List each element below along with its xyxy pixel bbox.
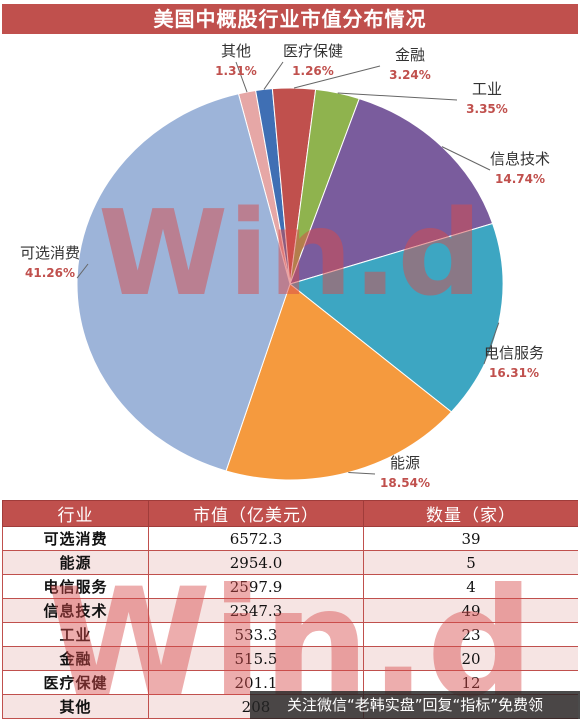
cell-count: 4 (363, 574, 578, 599)
table-row: 电信服务 2597.9 4 (2, 574, 578, 599)
leader-line-2 (293, 65, 381, 89)
chart-title: 美国中概股行业市值分布情况 (2, 4, 578, 34)
pie-slices (76, 87, 504, 481)
slice-label-name: 医疗保健 (283, 42, 343, 60)
table-row: 工业 533.3 23 (2, 622, 578, 647)
cell-industry: 能源 (2, 550, 149, 575)
leader-line-1 (263, 61, 284, 90)
cell-count: 39 (363, 526, 578, 551)
slice-label-name: 能源 (390, 454, 420, 472)
header-count: 数量（家） (363, 500, 578, 527)
cell-market-cap: 2347.3 (148, 598, 364, 623)
pie-slice-6 (225, 283, 453, 481)
cell-count: 23 (363, 622, 578, 647)
slice-label-percent: 14.74% (495, 172, 545, 186)
chart-watermark: Win.d (98, 184, 482, 322)
cell-industry: 其他 (2, 694, 149, 719)
leader-line-0 (235, 61, 248, 93)
slice-label-percent: 41.26% (25, 266, 75, 280)
slice-label-name: 电信服务 (484, 344, 544, 362)
header-industry: 行业 (2, 500, 149, 527)
pie-chart: Win.d 其他 1.31% 医疗保健 1.26% 金融 3.24% 工业 3.35% 信息技术… (20, 42, 550, 490)
cell-industry: 医疗保健 (2, 670, 149, 695)
leader-line-7 (76, 263, 89, 279)
cell-count: 5 (363, 550, 578, 575)
cell-count: 49 (363, 598, 578, 623)
slice-label-percent: 3.35% (466, 102, 508, 116)
header-market-cap: 市值（亿美元） (148, 500, 364, 527)
slice-label-percent: 3.24% (389, 68, 431, 82)
slice-labels: 其他 1.31% 医疗保健 1.26% 金融 3.24% 工业 3.35% 信息技术 14.74%… (20, 42, 550, 490)
cell-market-cap: 2597.9 (148, 574, 364, 599)
table-row: 金融 515.5 20 (2, 646, 578, 671)
slice-label-percent: 18.54% (380, 476, 430, 490)
table-row: 信息技术 2347.3 49 (2, 598, 578, 623)
slice-label-name: 其他 (221, 42, 251, 60)
leader-lines (76, 61, 500, 475)
leader-line-6 (348, 472, 376, 475)
cell-market-cap: 6572.3 (148, 526, 364, 551)
slice-label-name: 可选消费 (20, 244, 80, 262)
table-header-row: 行业 市值（亿美元） 数量（家） (2, 500, 578, 527)
cell-market-cap: 515.5 (148, 646, 364, 671)
cell-industry: 工业 (2, 622, 149, 647)
cell-industry: 可选消费 (2, 526, 149, 551)
cell-count: 12 (363, 670, 578, 695)
slice-label-name: 金融 (395, 46, 425, 64)
slice-label-name: 信息技术 (490, 150, 550, 168)
cell-industry: 信息技术 (2, 598, 149, 623)
leader-line-3 (337, 92, 458, 101)
leader-line-4 (441, 146, 491, 171)
slice-label-name: 工业 (472, 80, 502, 98)
industry-table: 行业 市值（亿美元） 数量（家） 可选消费 6572.3 39 能源 2954.… (2, 500, 578, 719)
table-row: 医疗保健 201.1 12 (2, 670, 578, 695)
table-row: 能源 2954.0 5 (2, 550, 578, 575)
pie-slice-4 (289, 98, 494, 285)
slice-label-percent: 1.31% (215, 64, 257, 78)
cell-industry: 电信服务 (2, 574, 149, 599)
table-row: 可选消费 6572.3 39 (2, 526, 578, 551)
cell-industry: 金融 (2, 646, 149, 671)
slice-label-percent: 16.31% (489, 366, 539, 380)
footer-promo-banner: 关注微信“老韩实盘”回复“指标”免费领 (250, 691, 580, 719)
leader-line-5 (483, 322, 500, 365)
slice-label-percent: 1.26% (292, 64, 334, 78)
cell-count: 20 (363, 646, 578, 671)
cell-market-cap: 2954.0 (148, 550, 364, 575)
cell-market-cap: 533.3 (148, 622, 364, 647)
